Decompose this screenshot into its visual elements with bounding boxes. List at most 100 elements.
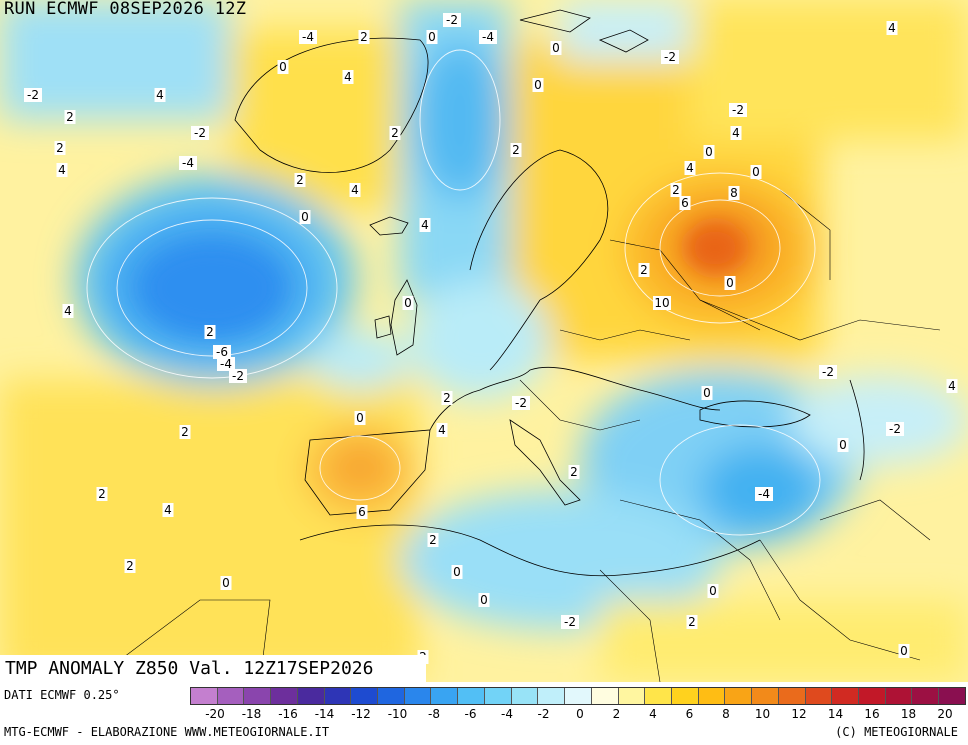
contour-label-bg [154, 88, 166, 102]
contour-label: 0 [453, 565, 461, 579]
colorbar-swatch [591, 688, 619, 704]
contour-label-bg [427, 533, 439, 547]
contour-label-bg [898, 644, 910, 658]
contour-label: 2 [181, 425, 189, 439]
colorbar-swatch [244, 688, 272, 704]
contour-label-bg [441, 391, 453, 405]
contour-label-bg [837, 438, 849, 452]
colorbar-swatch [324, 688, 352, 704]
colorbar-swatch [671, 688, 699, 704]
contour-label-bg [299, 30, 317, 44]
contour-lines [86, 49, 821, 536]
contour-label-bg [349, 183, 361, 197]
colorbar-swatch [778, 688, 806, 704]
contour-label-bg [886, 422, 904, 436]
contour-label: 0 [356, 411, 364, 425]
contour-label: -2 [194, 126, 206, 140]
colorbar-swatch [805, 688, 833, 704]
contour-label-bg [356, 505, 368, 519]
contour-label-bg [54, 141, 66, 155]
contour-label-bg [532, 78, 544, 92]
contour-label: 0 [534, 78, 542, 92]
colorbar-swatch [645, 688, 672, 704]
contour-label-bg [191, 126, 209, 140]
contour-label-bg [443, 13, 461, 27]
contour-label-bg [568, 465, 580, 479]
contour-label: 4 [686, 161, 694, 175]
footer-copyright: (C) METEOGIORNALE [835, 725, 958, 739]
contour-label: 4 [438, 423, 446, 437]
colorbar-swatch [378, 688, 405, 704]
colorbar-swatch [191, 688, 218, 704]
colorbar-swatch [538, 688, 566, 704]
contour-label-bg [124, 559, 136, 573]
contour-label: 2 [56, 141, 64, 155]
contour-label-bg [294, 173, 306, 187]
contour-label: 2 [296, 173, 304, 187]
contour-label: -4 [482, 30, 494, 44]
contour-label-bg [510, 143, 522, 157]
colorbar-swatch [458, 688, 485, 704]
contour-label: 0 [404, 296, 412, 310]
data-source: DATI ECMWF 0.25° [4, 688, 120, 702]
contour-label: 2 [66, 110, 74, 124]
colorbar-swatch [618, 688, 646, 704]
colorbar-tick-label: -8 [428, 707, 440, 721]
contour-label-bg [703, 145, 715, 159]
contour-label: -2 [232, 369, 244, 383]
colorbar-tick-label: -10 [387, 707, 408, 721]
contour-label: 4 [732, 126, 740, 140]
contour-label-bg [638, 263, 650, 277]
contour-label: 4 [344, 70, 352, 84]
contour-label-bg [277, 60, 289, 74]
contour-label-bg [819, 365, 837, 379]
colorbar-swatch [725, 688, 753, 704]
contour-labels: -4 2-20 -40-2 4240-2-204-2242-4042244002684… [24, 13, 958, 664]
contour-label: 2 [672, 183, 680, 197]
contour-label: 0 [900, 644, 908, 658]
contour-label: 2 [429, 533, 437, 547]
anomaly-title: TMP ANOMALY Z850 Val. 12Z17SEP2026 [0, 655, 426, 682]
contour-label: -2 [664, 50, 676, 64]
contour-label: -4 [220, 357, 232, 371]
contour-label: -4 [182, 156, 194, 170]
contour-label: -2 [515, 396, 527, 410]
contour-label: 8 [730, 186, 738, 200]
colorbar-tick-label: 0 [576, 707, 584, 721]
contour-label: 0 [552, 41, 560, 55]
contour-label: 0 [222, 576, 230, 590]
contour-label: -2 [564, 615, 576, 629]
contour-label: 6 [681, 196, 689, 210]
colorbar-tick-label: 12 [791, 707, 807, 721]
contour-label: -2 [27, 88, 39, 102]
contour-label-bg [436, 423, 448, 437]
contour-label-bg [402, 296, 414, 310]
colorbar-swatch [404, 688, 432, 704]
contour-label-bg [96, 487, 108, 501]
contour-label: -2 [822, 365, 834, 379]
contour-label: 0 [428, 30, 436, 44]
contour-label-bg [670, 183, 682, 197]
contour-label: 6 [358, 505, 366, 519]
anomaly-field [0, 0, 968, 682]
contour-label: 4 [351, 183, 359, 197]
footer-credit: MTG-ECMWF - ELABORAZIONE WWW.METEOGIORNA… [4, 725, 330, 739]
contour-label: -2 [446, 13, 458, 27]
contour-label-bg [512, 396, 530, 410]
contour-label-bg [701, 386, 713, 400]
contour-label: -4 [758, 487, 770, 501]
contour-label: 4 [58, 163, 66, 177]
contour-label-bg [179, 156, 197, 170]
contour-label: 0 [709, 584, 717, 598]
contour-label-bg [299, 210, 311, 224]
contour-label-bg [204, 325, 216, 339]
contour-label-bg [354, 411, 366, 425]
contour-label-bg [64, 110, 76, 124]
contour-label: 2 [360, 30, 368, 44]
contour-label: 2 [570, 465, 578, 479]
contour-label: 0 [480, 593, 488, 607]
colorbar-tick-label: 20 [937, 707, 953, 721]
colorbar-swatch [351, 688, 379, 704]
contour-label-bg [62, 304, 74, 318]
